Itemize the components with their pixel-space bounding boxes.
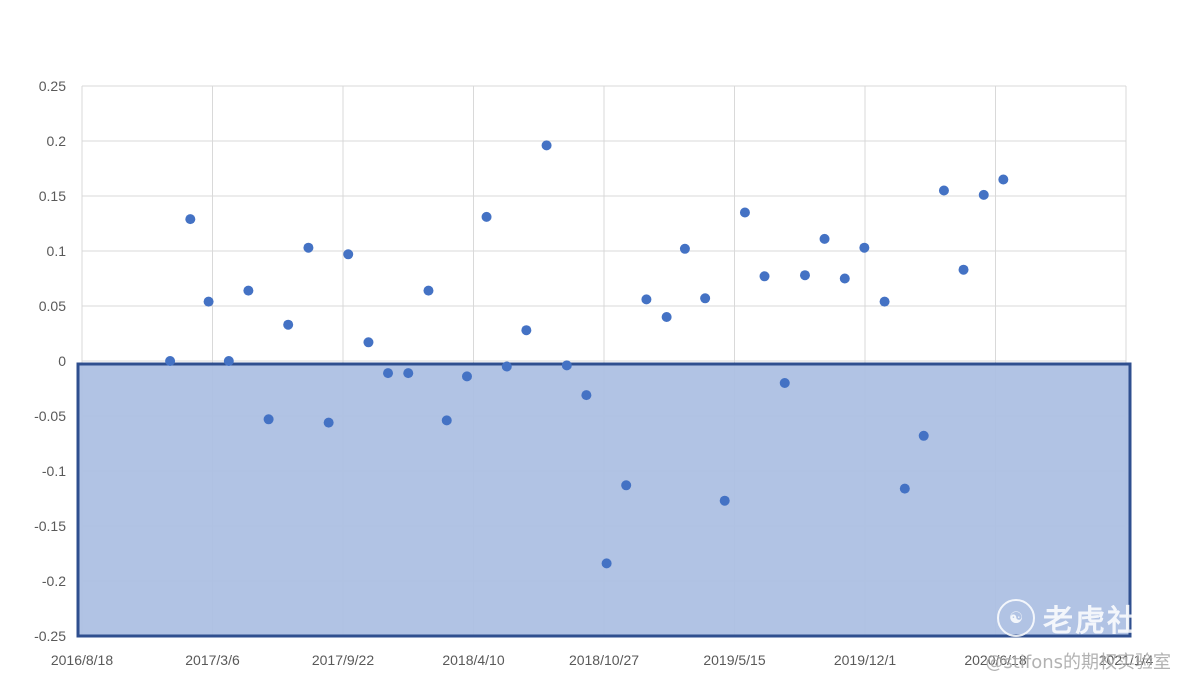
data-point [759, 271, 770, 282]
data-point [263, 414, 274, 425]
data-point [561, 360, 572, 371]
x-tick-label: 2020/6/18 [964, 652, 1026, 668]
tiger-logo-icon: ☯ [997, 599, 1035, 637]
data-point [283, 319, 294, 330]
watermark-brand: 老虎社区 [1043, 604, 1171, 639]
data-point [679, 243, 690, 254]
data-point [323, 417, 334, 428]
data-point [243, 285, 254, 296]
data-point [779, 378, 790, 388]
data-point [541, 140, 552, 151]
y-tick-label: 0 [58, 353, 66, 369]
data-point [641, 294, 652, 305]
y-tick-label: 0.2 [47, 133, 67, 149]
y-tick-label: 0.25 [39, 78, 66, 94]
x-axis-tick-labels: 2016/8/18 2017/3/6 2017/9/22 2018/4/10 2018/… [51, 652, 1154, 668]
y-tick-label: 0.05 [39, 298, 66, 314]
y-tick-label: -0.25 [34, 628, 66, 644]
data-point [343, 249, 354, 260]
watermark-subtitle: @stifons的期权实验室 [985, 652, 1171, 673]
x-tick-label: 2021/1/4 [1099, 652, 1154, 668]
y-tick-label: 0.15 [39, 188, 66, 204]
data-point [700, 293, 711, 304]
data-point [223, 356, 234, 366]
x-tick-label: 2018/4/10 [442, 652, 504, 668]
data-point [601, 558, 612, 569]
y-tick-label: 0.1 [47, 243, 67, 259]
x-tick-label: 2017/3/6 [185, 652, 240, 668]
y-tick-label: -0.2 [42, 573, 66, 589]
data-point [839, 273, 850, 284]
data-point [719, 495, 730, 506]
data-point [461, 371, 472, 382]
data-point [859, 242, 870, 253]
y-axis-tick-labels: 0.25 0.2 0.15 0.1 0.05 0 -0.05 -0.1 -0.15 -0.2 -0.… [34, 78, 66, 644]
watermark: ☯ 老虎社区 [997, 596, 1171, 640]
data-point [303, 242, 314, 253]
y-tick-label: -0.15 [34, 518, 66, 534]
data-point [918, 430, 929, 441]
data-point [799, 270, 810, 281]
x-tick-label: 2017/9/22 [312, 652, 374, 668]
data-point [661, 312, 672, 322]
data-point [739, 207, 750, 218]
data-point [363, 337, 374, 348]
highlight-rect [76, 362, 1132, 638]
x-tick-label: 2019/5/15 [703, 652, 765, 668]
data-point [203, 296, 214, 307]
data-point [938, 185, 949, 196]
y-tick-label: -0.1 [42, 463, 66, 479]
data-point [481, 211, 492, 222]
x-tick-label: 2018/10/27 [569, 652, 639, 668]
data-point [581, 390, 592, 401]
x-tick-label: 2019/12/1 [834, 652, 896, 668]
data-point [501, 361, 512, 372]
data-points [165, 140, 1009, 569]
data-point [185, 214, 196, 225]
x-tick-label: 2016/8/18 [51, 652, 113, 668]
data-point [521, 325, 532, 336]
data-point [879, 296, 890, 307]
y-tick-label: -0.05 [34, 408, 66, 424]
data-point [819, 233, 830, 244]
data-point [383, 368, 394, 379]
data-point [978, 189, 989, 200]
data-point [958, 264, 969, 275]
data-point [403, 368, 414, 379]
data-point [441, 415, 452, 426]
data-point [899, 483, 910, 494]
data-point [998, 174, 1009, 185]
negative-highlight-region [76, 362, 1132, 638]
data-point [423, 285, 434, 296]
data-point [621, 480, 632, 491]
data-point [165, 356, 176, 366]
